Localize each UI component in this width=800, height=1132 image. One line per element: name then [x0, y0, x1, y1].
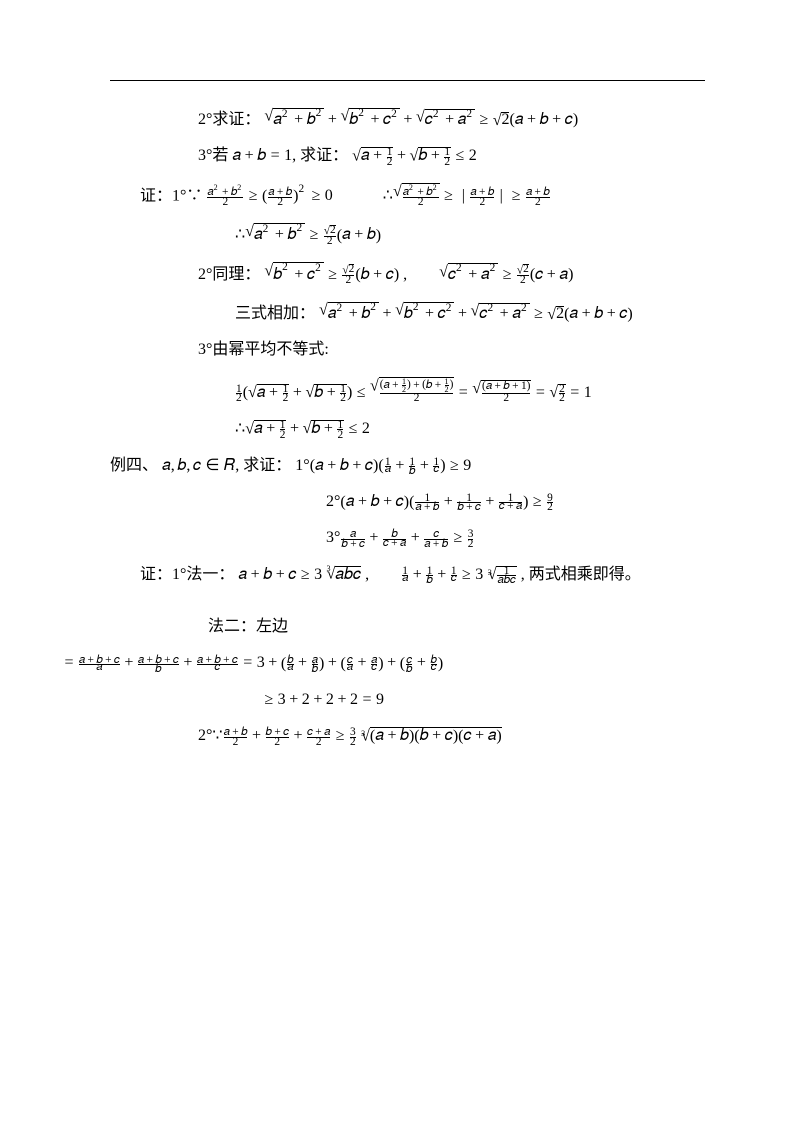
formula-14: ≥3+2+2+2=9 [260, 693, 384, 704]
document-page: 2°求证： a2+b2 + b2+c2 + c2+a2 ≥ 2(a+b+c) 3… [0, 0, 800, 1132]
method-2-eq2: ≥3+2+2+2=9 [260, 689, 720, 711]
formula-5b: c2+a2 ≥ 22 (c+a) [439, 262, 573, 283]
horizontal-rule [110, 80, 705, 81]
suffix: 两式相乘即得。 [529, 566, 641, 583]
example-4: 例四、 a,b,c∈R, 求证： 1° (a+b+c) (1a+1b+1c) ≥… [110, 455, 720, 477]
formula-1: a2+b2 + b2+c2 + c2+a2 ≥ 2(a+b+c) [264, 106, 578, 128]
method-2-eq1: = a+b+ca+ a+b+cb+ a+b+cc =3+ (ba+ab)+ (c… [60, 652, 720, 674]
formula-15: 2°∵ a+b2+ b+c2+ c+a2 ≥32 (a+b)(b+c)(c+a)… [198, 726, 502, 745]
text: 法二：左边 [208, 618, 288, 635]
prefix: 三式相加： [235, 305, 315, 322]
formula-8: ∴ a+12 + b+12 ≤2 [235, 419, 370, 438]
cond-text: 求证： [300, 147, 348, 164]
example-4-3: 3° ab+c+ bc+a+ ca+b ≥32 [326, 527, 720, 549]
prefix: 2°求证： [198, 111, 260, 128]
formula-cond: a,b,c∈R [162, 458, 235, 473]
proof-1: 证：1°∵ a2+b22 ≥ (a+b2)2 ≥0 ∴ a2+b22 ≥| a+… [140, 182, 720, 208]
formula-12b: 1a+1b+1c ≥31abc3 [401, 564, 517, 583]
formula-3b: ∴ a2+b22 ≥| a+b2 |≥ a+b2 [383, 182, 551, 205]
formula-12: a+b+c≥3abc3 [238, 564, 361, 579]
formula-10: 2° (a+b+c) (1a+b+1b+c+1c+a) ≥92 [326, 494, 554, 511]
formula-9: 1° (a+b+c) (1a+1b+1c) ≥9 [295, 458, 471, 475]
method-2-label: 法二：左边 [208, 616, 720, 638]
proof-3-eq: 12 ( a+12 + b+12 ) ≤ (a+12)+(b+12)2 = (a… [235, 376, 720, 404]
formula-13: = a+b+ca+ a+b+cb+ a+b+cc =3+ (ba+ab)+ (c… [60, 656, 443, 672]
formula-11: 3° ab+c+ bc+a+ ca+b ≥32 [326, 530, 474, 546]
example-4-2: 2° (a+b+c) (1a+b+1b+c+1c+a) ≥92 [326, 491, 720, 513]
cond: 求证： [243, 457, 291, 474]
text: 3°由幂平均不等式: [198, 341, 329, 358]
formula-5: b2+c2 ≥ 22 (b+c) [264, 261, 399, 283]
prefix: 证：1°法一： [140, 566, 234, 583]
content-area: 2°求证： a2+b2 + b2+c2 + c2+a2 ≥ 2(a+b+c) 3… [110, 106, 720, 748]
prefix: 例四、 [110, 457, 158, 474]
prefix: 2°同理： [198, 266, 260, 283]
formula-cond: a+b=1 [232, 148, 292, 160]
formula-3: a2+b22 ≥ (a+b2)2 ≥0 [206, 184, 332, 205]
proof-3-concl: ∴ a+12 + b+12 ≤2 [235, 418, 720, 440]
formula-6: a2+b2 + b2+c2 + c2+a2 ≥ 2(a+b+c) [319, 300, 633, 322]
proof-2: 2°同理： b2+c2 ≥ 22 (b+c) , c2+a2 ≥ 22 (c+a… [198, 261, 720, 286]
formula-7: 12 ( a+12 + b+12 ) ≤ (a+12)+(b+12)2 = (a… [235, 376, 592, 402]
proof-3-label: 3°由幂平均不等式: [198, 339, 720, 361]
proof-2-sum: 三式相加： a2+b2 + b2+c2 + c2+a2 ≥ 2(a+b+c) [235, 300, 720, 325]
proof-ex4-2: 2°∵ a+b2+ b+c2+ c+a2 ≥32 (a+b)(b+c)(c+a)… [198, 725, 720, 747]
formula-2: a+12 + b+12 ≤2 [352, 146, 477, 165]
problem-3: 3°若 a+b=1, 求证： a+12 + b+12 ≤2 [198, 145, 720, 167]
problem-2: 2°求证： a2+b2 + b2+c2 + c2+a2 ≥ 2(a+b+c) [198, 106, 720, 131]
proof-1-cont: ∴ a2+b2 ≥ 22 (a+b) [235, 222, 720, 247]
prefix: 证：1°∵ [140, 187, 202, 204]
proof-ex4-1: 证：1°法一： a+b+c≥3abc3 , 1a+1b+1c ≥31abc3 ,… [140, 564, 720, 586]
formula-4: ∴ a2+b2 ≥ 22 (a+b) [235, 222, 381, 244]
prefix: 3°若 [198, 147, 228, 164]
